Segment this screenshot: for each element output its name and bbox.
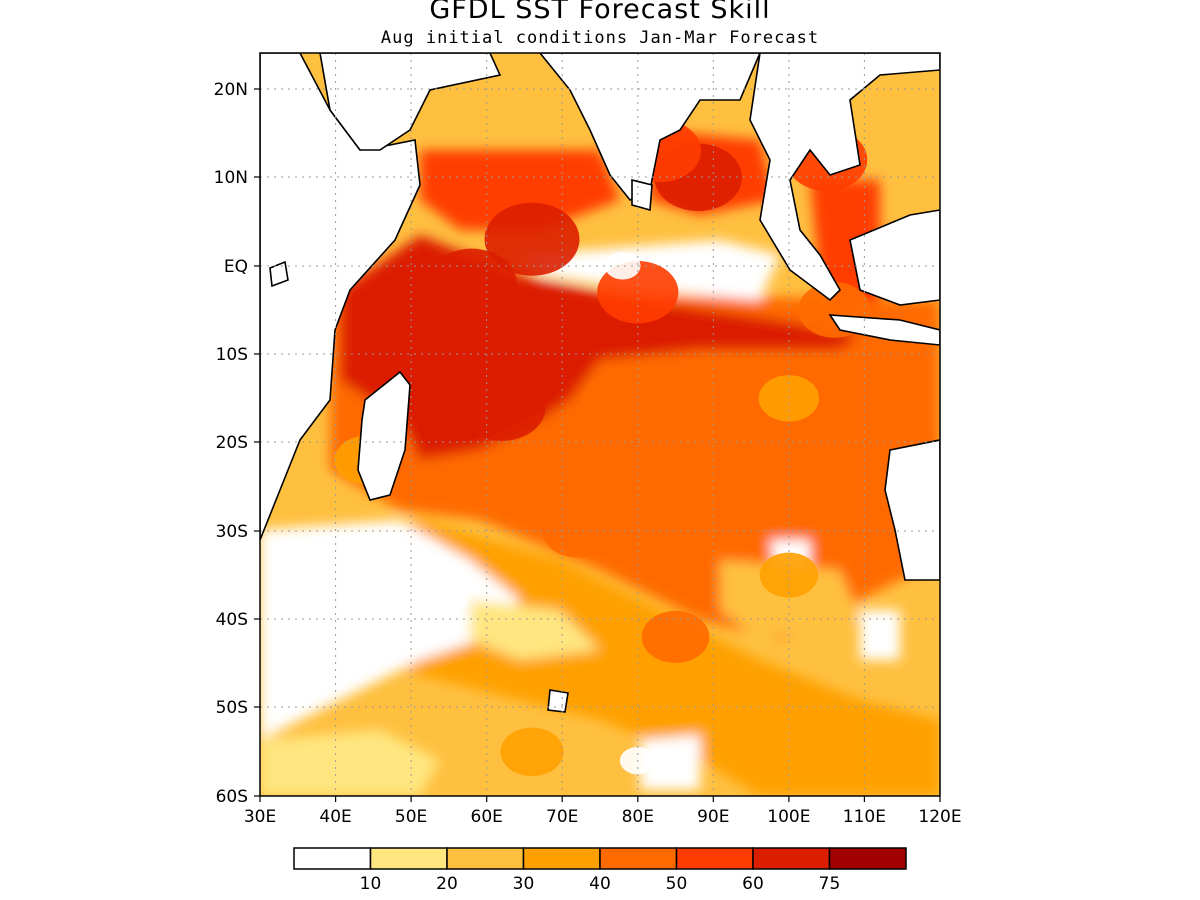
x-tick-label: 110E xyxy=(843,807,886,827)
colorbar-swatch xyxy=(599,847,678,870)
lake-victoria xyxy=(269,260,289,288)
skill-coldspot xyxy=(431,587,467,616)
x-axis-labels: 30E 40E 50E 60E 70E 80E 90E 100E 110E 12… xyxy=(244,807,962,827)
colorbar-swatch xyxy=(522,847,601,870)
y-tick-label: 40S xyxy=(216,610,248,630)
colorbar-swatch xyxy=(293,847,372,870)
transition-yellow-1 xyxy=(470,600,600,660)
arabian-sea-high xyxy=(420,150,620,230)
skill-hotspot xyxy=(585,369,661,428)
skill-coldspot xyxy=(604,252,641,280)
colorbar-swatch xyxy=(446,847,525,870)
plot-frame xyxy=(259,52,941,797)
skill-hotspot xyxy=(457,373,546,441)
colorbar-label: 20 xyxy=(436,874,458,894)
colorbar-label: 60 xyxy=(742,874,764,894)
x-tick-label: 30E xyxy=(244,807,276,827)
skill-hotspot xyxy=(484,202,580,276)
skill-hotspot xyxy=(759,552,819,598)
x-tick-label: 60E xyxy=(471,807,503,827)
x-tick-label: 50E xyxy=(395,807,427,827)
colorbar-swatches xyxy=(293,847,907,870)
colorbar: 10 20 30 40 50 60 75 xyxy=(293,847,907,894)
gridlines xyxy=(260,53,940,796)
colorbar-label: 75 xyxy=(819,874,841,894)
x-tick-label: 120E xyxy=(918,807,961,827)
x-tick-label: 80E xyxy=(622,807,654,827)
skill-hotspot xyxy=(758,375,820,422)
y-tick-label: 30S xyxy=(216,522,248,542)
y-axis-labels: 20N 10N EQ 10S 20S 30S 40S 50S 60S xyxy=(214,80,248,807)
colorbar-label: 10 xyxy=(360,874,382,894)
skill-field xyxy=(260,53,940,796)
axis-ticks xyxy=(254,88,941,802)
cool-patch-west xyxy=(330,555,400,600)
y-tick-label: 10S xyxy=(216,345,248,365)
skill-hotspot xyxy=(641,610,710,663)
y-tick-label: 20S xyxy=(216,433,248,453)
skill-coldspot xyxy=(303,606,338,633)
borneo-coast xyxy=(849,209,940,306)
colorbar-labels: 10 20 30 40 50 60 75 xyxy=(360,874,841,894)
southeast-asia-coast xyxy=(749,53,940,302)
map-subtitle: Aug initial conditions Jan-Mar Forecast xyxy=(380,28,820,48)
madagascar xyxy=(357,370,411,501)
x-tick-label: 70E xyxy=(546,807,578,827)
y-tick-label: 50S xyxy=(216,698,248,718)
skill-hotspot xyxy=(542,504,613,558)
x-tick-label: 40E xyxy=(319,807,351,827)
cool-patch-southwest xyxy=(260,520,520,740)
colorbar-label: 50 xyxy=(666,874,688,894)
transition-yellow-2 xyxy=(260,730,440,796)
y-tick-label: 60S xyxy=(216,787,248,807)
kerguelen-island xyxy=(547,689,569,713)
y-tick-label: 20N xyxy=(214,80,248,100)
india-coast xyxy=(538,53,761,202)
y-tick-label: 10N xyxy=(214,168,248,188)
skill-hotspot xyxy=(426,248,517,319)
colorbar-label: 30 xyxy=(513,874,535,894)
colorbar-label: 40 xyxy=(589,874,611,894)
colorbar-swatch xyxy=(752,847,831,870)
skill-hotspot xyxy=(662,441,735,497)
skill-hotspot xyxy=(742,701,806,750)
cool-patch-far-east xyxy=(860,610,900,660)
y-tick-label: EQ xyxy=(224,257,248,277)
x-tick-label: 90E xyxy=(697,807,729,827)
colorbar-swatch xyxy=(828,847,907,870)
colorbar-swatch xyxy=(369,847,448,870)
transition-gold xyxy=(720,560,860,640)
x-tick-label: 100E xyxy=(767,807,810,827)
map-title: GFDL SST Forecast Skill xyxy=(429,0,771,25)
cool-patch-south xyxy=(640,735,700,790)
colorbar-swatch xyxy=(675,847,754,870)
australia-coast xyxy=(884,439,940,581)
java-coast xyxy=(828,314,940,346)
skill-hotspot xyxy=(500,727,564,777)
sri-lanka xyxy=(631,178,653,212)
arabia-coast xyxy=(319,53,502,151)
land xyxy=(260,53,940,713)
